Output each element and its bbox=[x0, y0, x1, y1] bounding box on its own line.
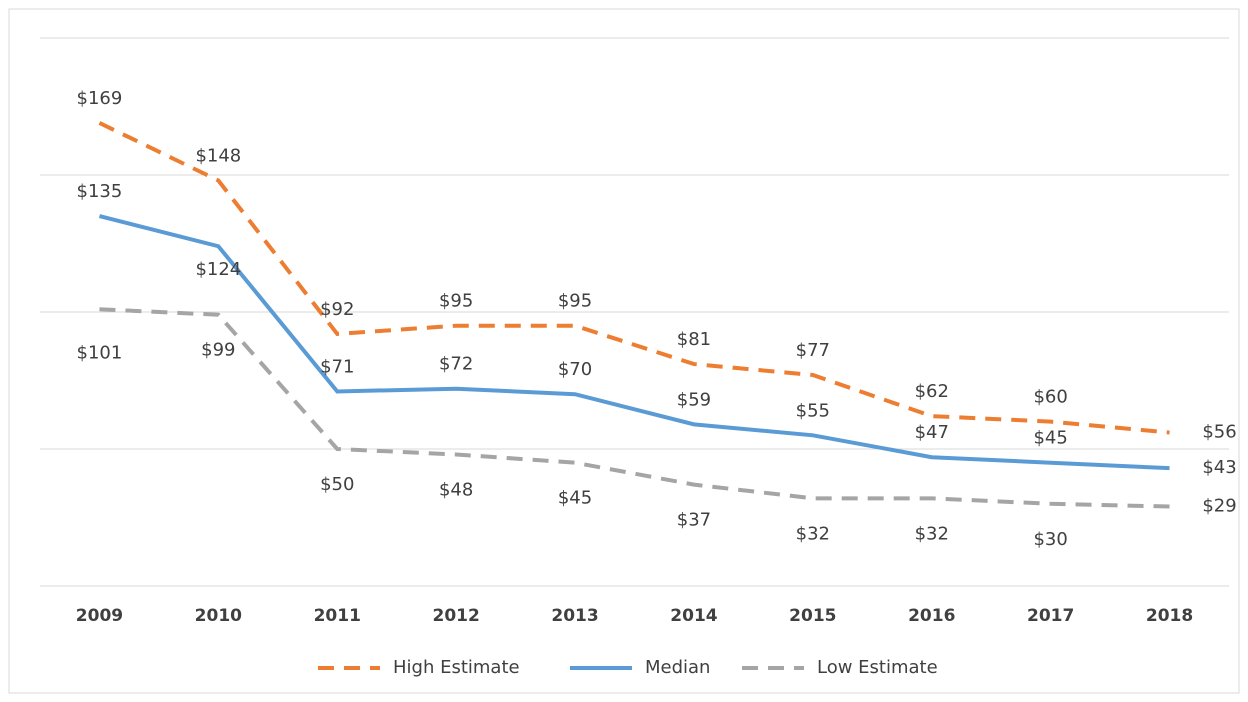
data-label: $29 bbox=[1202, 496, 1236, 517]
data-label: $55 bbox=[796, 400, 830, 421]
x-tick-label: 2009 bbox=[76, 606, 123, 626]
data-label: $148 bbox=[195, 145, 241, 166]
x-tick-label: 2011 bbox=[314, 606, 361, 626]
x-tick-label: 2015 bbox=[789, 606, 836, 626]
data-label: $77 bbox=[796, 340, 830, 361]
x-tick-label: 2012 bbox=[432, 606, 479, 626]
data-label: $92 bbox=[320, 299, 354, 320]
data-label: $70 bbox=[558, 359, 592, 380]
data-label: $95 bbox=[439, 291, 473, 312]
data-label: $62 bbox=[915, 381, 949, 402]
legend-label: Low Estimate bbox=[817, 657, 938, 678]
legend-label: Median bbox=[645, 657, 710, 678]
data-label: $45 bbox=[1033, 428, 1067, 449]
x-tick-label: 2013 bbox=[551, 606, 598, 626]
data-label: $32 bbox=[915, 523, 949, 544]
legend-label: High Estimate bbox=[393, 657, 520, 678]
data-label: $99 bbox=[201, 340, 235, 361]
x-tick-label: 2014 bbox=[670, 606, 717, 626]
data-label: $101 bbox=[77, 342, 123, 363]
data-label: $135 bbox=[77, 181, 123, 202]
chart-frame bbox=[8, 8, 1240, 694]
series-line bbox=[98, 121, 1170, 435]
data-label: $56 bbox=[1202, 422, 1236, 443]
data-label: $43 bbox=[1202, 457, 1236, 478]
data-label: $81 bbox=[677, 329, 711, 350]
data-label: $60 bbox=[1033, 387, 1067, 408]
x-tick-label: 2010 bbox=[195, 606, 242, 626]
data-label: $71 bbox=[320, 356, 354, 377]
data-label: $169 bbox=[77, 88, 123, 109]
data-label: $37 bbox=[677, 510, 711, 531]
data-label: $72 bbox=[439, 354, 473, 375]
data-label: $50 bbox=[320, 474, 354, 495]
series-line bbox=[98, 214, 1170, 471]
data-label: $32 bbox=[796, 523, 830, 544]
series-line bbox=[99, 307, 1170, 509]
data-label: $47 bbox=[915, 422, 949, 443]
data-label: $45 bbox=[558, 488, 592, 509]
data-label: $124 bbox=[195, 259, 241, 280]
x-tick-label: 2016 bbox=[908, 606, 955, 626]
data-label: $48 bbox=[439, 479, 473, 500]
data-label: $59 bbox=[677, 389, 711, 410]
x-tick-label: 2017 bbox=[1027, 606, 1074, 626]
data-label: $30 bbox=[1033, 529, 1067, 550]
data-label: $95 bbox=[558, 291, 592, 312]
x-tick-label: 2018 bbox=[1146, 606, 1193, 626]
